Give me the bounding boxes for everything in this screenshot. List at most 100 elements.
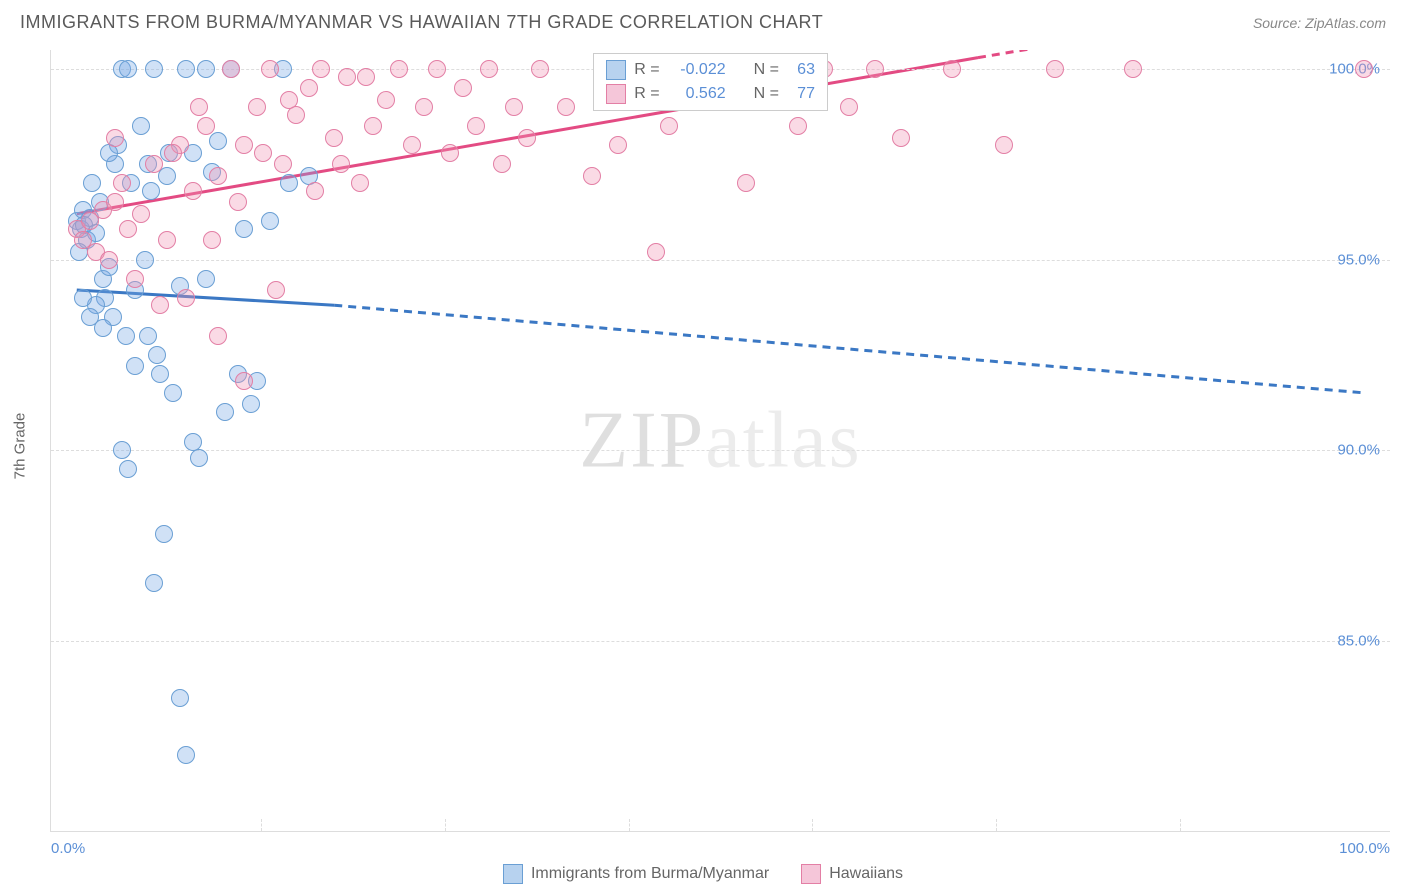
watermark-light: atlas bbox=[705, 396, 862, 484]
data-point-burma bbox=[113, 441, 131, 459]
data-point-burma bbox=[148, 346, 166, 364]
data-point-hawaiian bbox=[840, 98, 858, 116]
stats-r-label: R = bbox=[634, 61, 659, 79]
y-tick-label: 90.0% bbox=[1337, 442, 1380, 459]
x-tick-mark bbox=[445, 819, 446, 831]
data-point-burma bbox=[83, 174, 101, 192]
chart-header: IMMIGRANTS FROM BURMA/MYANMAR VS HAWAIIA… bbox=[0, 0, 1406, 37]
data-point-burma bbox=[197, 270, 215, 288]
data-point-hawaiian bbox=[364, 117, 382, 135]
data-point-hawaiian bbox=[338, 68, 356, 86]
data-point-hawaiian bbox=[248, 98, 266, 116]
data-point-burma bbox=[164, 384, 182, 402]
data-point-burma bbox=[177, 746, 195, 764]
regression-line-dashed-burma bbox=[334, 305, 1364, 393]
data-point-burma bbox=[119, 60, 137, 78]
stats-r-value: -0.022 bbox=[668, 61, 726, 79]
x-axis-min-label: 0.0% bbox=[51, 840, 85, 857]
gridline-horizontal bbox=[51, 641, 1390, 642]
regression-lines-svg bbox=[51, 50, 1390, 831]
data-point-hawaiian bbox=[261, 60, 279, 78]
data-point-hawaiian bbox=[377, 91, 395, 109]
data-point-hawaiian bbox=[190, 98, 208, 116]
data-point-burma bbox=[197, 60, 215, 78]
legend-swatch-icon bbox=[606, 60, 626, 80]
data-point-hawaiian bbox=[267, 281, 285, 299]
data-point-hawaiian bbox=[403, 136, 421, 154]
stats-r-label: R = bbox=[634, 85, 659, 103]
data-point-hawaiian bbox=[106, 129, 124, 147]
data-point-hawaiian bbox=[1046, 60, 1064, 78]
data-point-hawaiian bbox=[351, 174, 369, 192]
data-point-hawaiian bbox=[184, 182, 202, 200]
legend-label: Immigrants from Burma/Myanmar bbox=[531, 865, 769, 883]
data-point-hawaiian bbox=[866, 60, 884, 78]
legend-label: Hawaiians bbox=[829, 865, 903, 883]
data-point-burma bbox=[190, 449, 208, 467]
data-point-hawaiian bbox=[312, 60, 330, 78]
data-point-hawaiian bbox=[197, 117, 215, 135]
data-point-hawaiian bbox=[209, 327, 227, 345]
data-point-burma bbox=[74, 289, 92, 307]
stats-row: R =0.562N =77 bbox=[594, 82, 827, 106]
data-point-burma bbox=[235, 220, 253, 238]
data-point-hawaiian bbox=[737, 174, 755, 192]
x-tick-mark bbox=[812, 819, 813, 831]
stats-r-value: 0.562 bbox=[668, 85, 726, 103]
data-point-hawaiian bbox=[145, 155, 163, 173]
data-point-hawaiian bbox=[280, 91, 298, 109]
data-point-hawaiian bbox=[106, 193, 124, 211]
data-point-hawaiian bbox=[119, 220, 137, 238]
chart-source: Source: ZipAtlas.com bbox=[1253, 15, 1386, 31]
data-point-hawaiian bbox=[441, 144, 459, 162]
data-point-burma bbox=[242, 395, 260, 413]
y-axis-label: 7th Grade bbox=[12, 413, 29, 480]
legend-item: Immigrants from Burma/Myanmar bbox=[503, 864, 769, 884]
data-point-burma bbox=[126, 357, 144, 375]
data-point-hawaiian bbox=[254, 144, 272, 162]
legend-item: Hawaiians bbox=[801, 864, 903, 884]
data-point-burma bbox=[145, 60, 163, 78]
data-point-hawaiian bbox=[357, 68, 375, 86]
data-point-hawaiian bbox=[467, 117, 485, 135]
data-point-burma bbox=[136, 251, 154, 269]
data-point-hawaiian bbox=[177, 289, 195, 307]
data-point-hawaiian bbox=[235, 136, 253, 154]
legend-swatch-icon bbox=[801, 864, 821, 884]
data-point-hawaiian bbox=[583, 167, 601, 185]
data-point-hawaiian bbox=[995, 136, 1013, 154]
data-point-hawaiian bbox=[415, 98, 433, 116]
data-point-hawaiian bbox=[274, 155, 292, 173]
data-point-hawaiian bbox=[390, 60, 408, 78]
data-point-hawaiian bbox=[132, 205, 150, 223]
stats-n-value: 77 bbox=[787, 85, 815, 103]
data-point-hawaiian bbox=[113, 174, 131, 192]
data-point-hawaiian bbox=[126, 270, 144, 288]
x-tick-mark bbox=[1180, 819, 1181, 831]
data-point-burma bbox=[151, 365, 169, 383]
watermark: ZIPatlas bbox=[579, 395, 862, 486]
data-point-burma bbox=[132, 117, 150, 135]
data-point-hawaiian bbox=[332, 155, 350, 173]
data-point-burma bbox=[216, 403, 234, 421]
data-point-hawaiian bbox=[647, 243, 665, 261]
data-point-hawaiian bbox=[505, 98, 523, 116]
data-point-hawaiian bbox=[209, 167, 227, 185]
data-point-hawaiian bbox=[229, 193, 247, 211]
x-axis-max-label: 100.0% bbox=[1339, 840, 1390, 857]
data-point-burma bbox=[280, 174, 298, 192]
data-point-burma bbox=[209, 132, 227, 150]
stats-n-value: 63 bbox=[787, 61, 815, 79]
data-point-burma bbox=[142, 182, 160, 200]
data-point-hawaiian bbox=[428, 60, 446, 78]
data-point-burma bbox=[177, 60, 195, 78]
data-point-burma bbox=[81, 308, 99, 326]
data-point-hawaiian bbox=[151, 296, 169, 314]
chart-title: IMMIGRANTS FROM BURMA/MYANMAR VS HAWAIIA… bbox=[20, 12, 823, 33]
chart-plot-area: ZIPatlas 0.0% 100.0% 100.0%95.0%90.0%85.… bbox=[50, 50, 1390, 832]
data-point-hawaiian bbox=[609, 136, 627, 154]
data-point-hawaiian bbox=[235, 372, 253, 390]
x-tick-mark bbox=[996, 819, 997, 831]
data-point-burma bbox=[261, 212, 279, 230]
data-point-hawaiian bbox=[158, 231, 176, 249]
